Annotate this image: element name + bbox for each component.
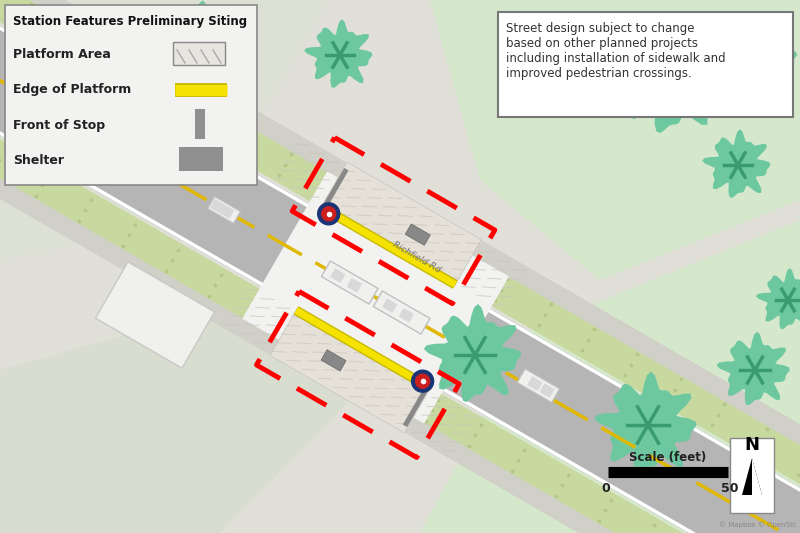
Polygon shape bbox=[702, 130, 770, 198]
Polygon shape bbox=[612, 23, 722, 133]
Polygon shape bbox=[398, 308, 414, 322]
Polygon shape bbox=[402, 388, 428, 427]
Polygon shape bbox=[406, 224, 430, 245]
Polygon shape bbox=[304, 19, 373, 88]
Polygon shape bbox=[382, 298, 398, 313]
Polygon shape bbox=[594, 372, 697, 474]
Bar bbox=[730, 438, 774, 513]
Polygon shape bbox=[95, 262, 214, 368]
Polygon shape bbox=[742, 458, 762, 495]
Polygon shape bbox=[322, 261, 378, 304]
Polygon shape bbox=[539, 383, 554, 398]
Polygon shape bbox=[0, 98, 800, 533]
Polygon shape bbox=[424, 304, 522, 402]
Text: N: N bbox=[745, 436, 759, 454]
Polygon shape bbox=[321, 350, 346, 371]
Bar bbox=[498, 12, 793, 117]
Text: Edge of Platform: Edge of Platform bbox=[13, 84, 131, 96]
Text: Platform Area: Platform Area bbox=[13, 49, 111, 61]
Text: Shelter: Shelter bbox=[13, 154, 64, 166]
Text: Station Features Preliminary Siting: Station Features Preliminary Siting bbox=[13, 14, 247, 28]
Polygon shape bbox=[517, 369, 560, 402]
Polygon shape bbox=[756, 268, 800, 329]
Polygon shape bbox=[44, 21, 166, 144]
Polygon shape bbox=[210, 199, 226, 214]
Polygon shape bbox=[270, 308, 432, 433]
Polygon shape bbox=[0, 69, 800, 533]
Polygon shape bbox=[330, 268, 346, 283]
Text: © Mapbox © OpenStr.: © Mapbox © OpenStr. bbox=[718, 521, 797, 528]
Polygon shape bbox=[0, 300, 370, 533]
Bar bbox=[5, 5, 257, 185]
Bar bbox=[179, 147, 223, 171]
Circle shape bbox=[416, 374, 430, 388]
Polygon shape bbox=[319, 162, 482, 287]
Circle shape bbox=[412, 370, 434, 392]
Polygon shape bbox=[0, 0, 330, 260]
Polygon shape bbox=[242, 172, 509, 424]
Text: 50: 50 bbox=[722, 482, 738, 495]
Text: Scale (feet): Scale (feet) bbox=[630, 451, 706, 464]
Polygon shape bbox=[420, 220, 800, 533]
Polygon shape bbox=[430, 0, 800, 280]
Polygon shape bbox=[527, 376, 542, 391]
Polygon shape bbox=[0, 0, 800, 502]
Polygon shape bbox=[208, 197, 241, 223]
Text: 0: 0 bbox=[602, 482, 610, 495]
Polygon shape bbox=[374, 291, 430, 334]
Text: Street design subject to change
based on other planned projects
including instal: Street design subject to change based on… bbox=[506, 22, 726, 80]
Circle shape bbox=[322, 207, 336, 221]
Bar bbox=[173, 42, 225, 65]
Polygon shape bbox=[719, 14, 797, 93]
Polygon shape bbox=[155, 1, 241, 86]
Text: Front of Stop: Front of Stop bbox=[13, 118, 105, 132]
Bar bbox=[195, 109, 205, 139]
Polygon shape bbox=[752, 458, 762, 495]
Polygon shape bbox=[323, 168, 349, 207]
Circle shape bbox=[318, 203, 340, 225]
Text: Richfield Rd: Richfield Rd bbox=[391, 240, 442, 274]
Polygon shape bbox=[346, 278, 362, 293]
Polygon shape bbox=[717, 332, 790, 406]
Polygon shape bbox=[219, 204, 234, 219]
